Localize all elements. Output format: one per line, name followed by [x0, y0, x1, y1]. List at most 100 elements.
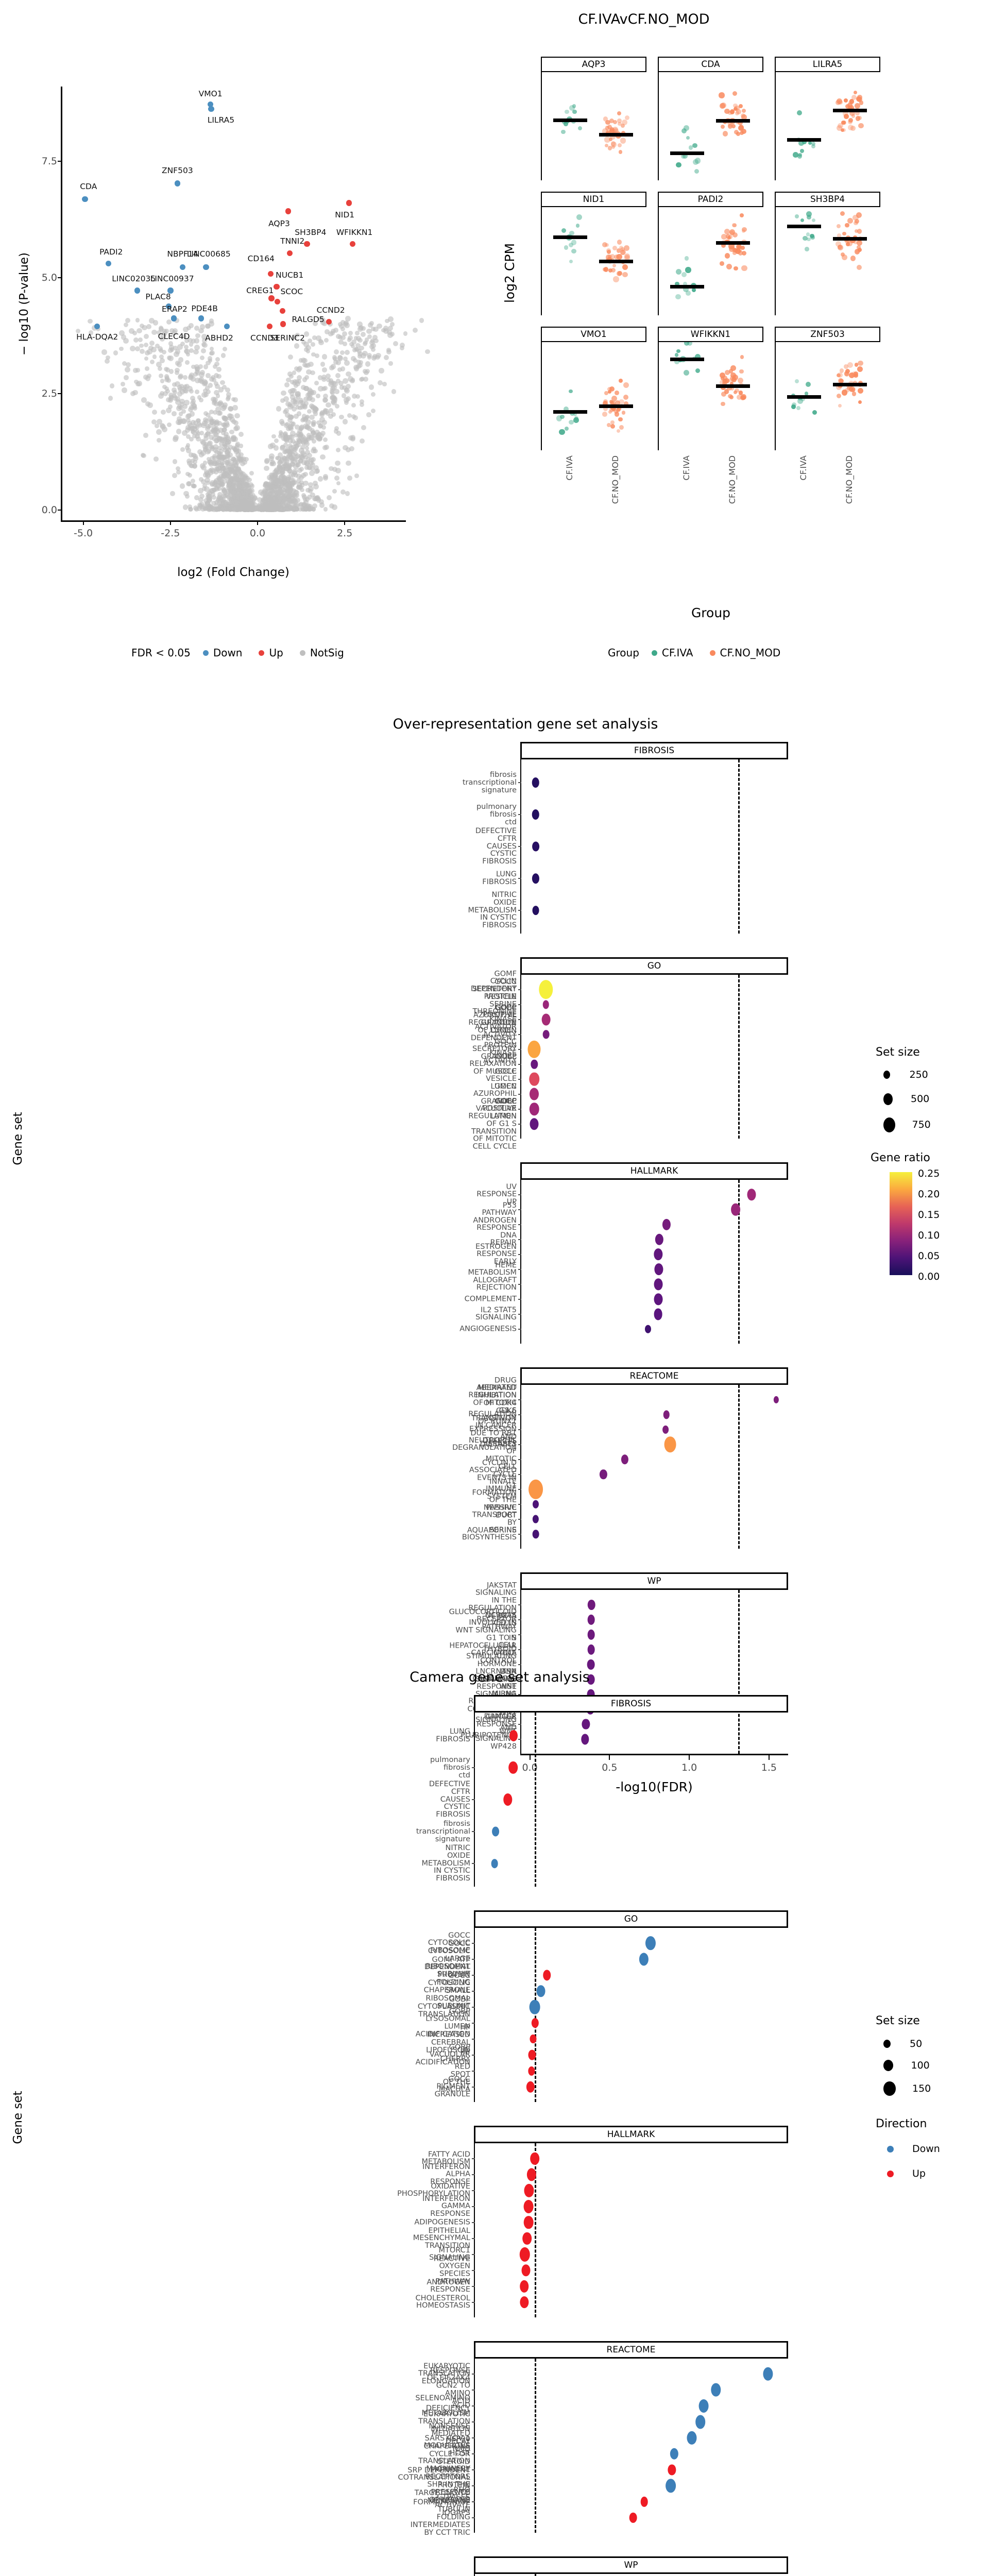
volcano-point	[202, 342, 208, 348]
facet-data-point	[617, 143, 622, 147]
volcano-point	[354, 473, 359, 478]
gene-set-label: GOBP RELAXATION OF MUSCLE	[469, 1052, 517, 1076]
volcano-point	[335, 447, 340, 453]
volcano-point-linc00685	[203, 264, 209, 270]
facet-data-point	[686, 136, 690, 140]
facet-data-point	[612, 128, 619, 134]
volcano-point	[368, 384, 374, 390]
section-plot: fibrosis transcriptional signature pulmon…	[463, 759, 788, 934]
gene-set-bubble	[522, 2232, 532, 2245]
volcano-point	[305, 363, 311, 368]
volcano-point	[232, 488, 237, 494]
volcano-point	[322, 367, 327, 373]
volcano-point	[135, 317, 140, 323]
volcano-point	[146, 324, 152, 330]
gene-set-label: SRP DEPENDENT COTRANSLATIONAL PROTEIN TA…	[398, 2466, 470, 2505]
volcano-point	[344, 387, 349, 393]
gene-set-bubble	[621, 1454, 629, 1465]
volcano-legend-swatch	[259, 650, 265, 656]
volcano-point	[244, 484, 249, 489]
facet-data-point	[722, 381, 727, 386]
volcano-point	[301, 460, 307, 466]
facet-data-point	[610, 141, 616, 146]
volcano-point	[365, 368, 370, 374]
facet-y-tick	[541, 383, 542, 384]
facet-data-point	[854, 229, 858, 233]
volcano-point	[275, 455, 280, 461]
facet-data-point	[838, 403, 842, 408]
facet-data-point	[624, 255, 630, 261]
volcano-point	[189, 426, 194, 431]
volcano-point	[353, 336, 359, 341]
volcano-point	[262, 489, 267, 495]
volcano-point	[317, 476, 323, 482]
volcano-x-tick-label: -5.0	[74, 528, 93, 539]
volcano-point	[291, 497, 297, 503]
x-axis-tick-label: 0.0	[522, 1762, 538, 1773]
volcano-point	[233, 420, 238, 426]
volcano-point	[326, 377, 331, 382]
volcano-point	[213, 444, 219, 450]
volcano-point	[234, 413, 241, 419]
gene-set-label: ADIPOGENESIS	[414, 2218, 470, 2227]
volcano-point	[329, 503, 334, 509]
facet-data-point	[623, 401, 628, 406]
facet-data-point	[841, 120, 846, 125]
volcano-point	[191, 338, 196, 344]
gene-set-tick	[518, 1328, 521, 1330]
gene-set-label: PASSIVE TRANSPORT BY AQUAPORINS	[467, 1503, 517, 1535]
volcano-point	[238, 431, 244, 437]
gene-set-label: GOCC CYTOSOLIC SMALL RIBOSOMAL SUBUNIT	[425, 1971, 471, 2010]
volcano-point	[328, 413, 333, 419]
gene-set-bubble	[654, 1293, 663, 1306]
facet-data-point	[847, 362, 853, 368]
volcano-point	[302, 404, 308, 410]
volcano-point	[345, 316, 351, 321]
volcano-point	[174, 370, 180, 375]
volcano-point	[187, 504, 192, 510]
volcano-point	[213, 401, 219, 407]
volcano-point-plac8	[165, 303, 172, 310]
volcano-point	[292, 406, 297, 412]
volcano-point	[178, 412, 183, 416]
volcano-point	[196, 418, 200, 423]
facet-mean-bar	[599, 404, 633, 408]
gene-set-label: INTERFERON GAMMA RESPONSE	[422, 2194, 470, 2218]
gene-set-tick	[518, 782, 521, 783]
facet-data-point	[736, 132, 741, 137]
volcano-point	[323, 437, 328, 443]
volcano-point	[270, 484, 275, 489]
volcano-point	[213, 482, 218, 487]
volcano-x-tick-label: -2.5	[161, 528, 180, 539]
facet-data-point	[846, 242, 850, 246]
gene-set-label: GOCC CYTOSOLIC LARGE RIBOSOMAL SUBUNIT	[425, 1939, 470, 1978]
volcano-point	[132, 331, 138, 336]
section-plot: GOCC CYTOSOLIC RIBOSOME GOCC CYTOSOLIC LA…	[416, 1928, 788, 2102]
volcano-point	[238, 488, 244, 494]
section-strip-label: REACTOME	[474, 2341, 788, 2359]
volcano-point	[288, 421, 295, 427]
volcano-point	[185, 413, 191, 419]
facet-data-point	[616, 271, 622, 277]
volcano-point	[312, 503, 317, 509]
fdr-threshold-line	[738, 1180, 740, 1344]
volcano-point	[220, 431, 226, 436]
volcano-point	[318, 386, 323, 392]
volcano-point	[143, 433, 148, 438]
volcano-y-axis-label: − log10 (P-value)	[18, 252, 31, 356]
volcano-point	[274, 484, 279, 490]
volcano-point	[183, 344, 189, 350]
volcano-point	[412, 327, 418, 333]
facet-data-point	[613, 120, 618, 124]
volcano-point	[331, 400, 337, 405]
gene-set-bubble	[532, 777, 540, 788]
volcano-point-tnni2	[286, 250, 293, 257]
volcano-point	[333, 357, 337, 361]
volcano-point	[218, 448, 224, 454]
x-axis-label: -log10(FDR)	[616, 1780, 693, 1794]
facet-data-point	[720, 401, 725, 406]
volcano-point	[293, 401, 299, 406]
facet-data-point	[610, 400, 615, 405]
ora-set-size-swatch	[883, 1070, 890, 1079]
section-plot: UV RESPONSE UP P53 PATHWAY ANDROGEN RESPON…	[459, 1180, 788, 1344]
